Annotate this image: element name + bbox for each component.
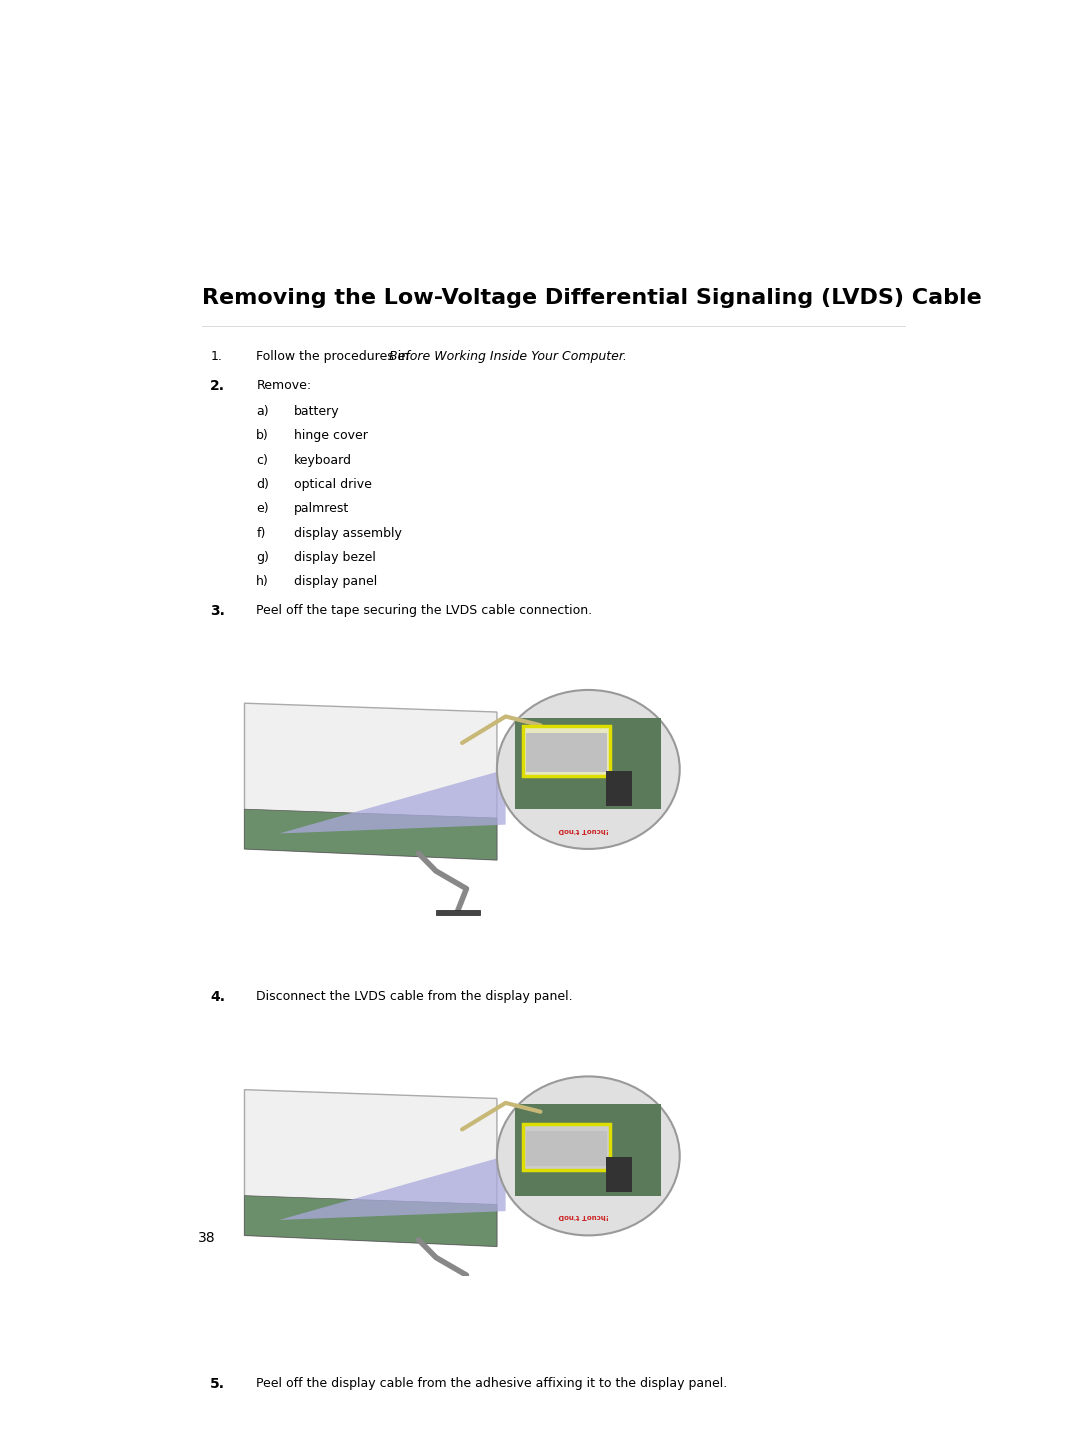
Text: f): f) [256,526,266,539]
Text: palmrest: palmrest [294,502,349,515]
Text: Before Working Inside Your Computer.: Before Working Inside Your Computer. [389,350,626,363]
Text: 4.: 4. [211,991,226,1004]
Text: display panel: display panel [294,575,377,588]
FancyBboxPatch shape [436,1296,480,1302]
Text: display assembly: display assembly [294,526,402,539]
Text: Disconnect the LVDS cable from the display panel.: Disconnect the LVDS cable from the displ… [256,991,573,1004]
FancyBboxPatch shape [526,733,607,773]
FancyBboxPatch shape [523,1124,610,1170]
Text: 3.: 3. [211,604,226,618]
Text: e): e) [256,502,269,515]
Polygon shape [280,770,505,833]
Text: Follow the procedures in: Follow the procedures in [256,350,414,363]
Ellipse shape [497,1077,679,1236]
Text: b): b) [256,429,269,442]
Text: 1.: 1. [211,350,222,363]
FancyBboxPatch shape [515,1104,661,1196]
Text: d): d) [256,478,269,490]
Text: battery: battery [294,404,339,419]
Polygon shape [244,703,497,860]
Text: Peel off the tape securing the LVDS cable connection.: Peel off the tape securing the LVDS cabl… [256,604,593,617]
Polygon shape [244,809,497,860]
FancyBboxPatch shape [523,726,610,776]
Text: optical drive: optical drive [294,478,372,490]
Text: !hcuoT t'noD: !hcuoT t'noD [558,826,609,833]
Polygon shape [244,1090,497,1246]
FancyBboxPatch shape [436,909,480,915]
Text: 2.: 2. [211,379,226,393]
Text: Removing the Low-Voltage Differential Signaling (LVDS) Cable: Removing the Low-Voltage Differential Si… [202,288,982,308]
Text: g): g) [256,551,269,564]
Text: 5.: 5. [211,1377,226,1391]
Text: a): a) [256,404,269,419]
FancyBboxPatch shape [515,718,661,809]
Text: h): h) [256,575,269,588]
Text: Peel off the display cable from the adhesive affixing it to the display panel.: Peel off the display cable from the adhe… [256,1377,728,1390]
Text: display bezel: display bezel [294,551,376,564]
Text: hinge cover: hinge cover [294,429,368,442]
Polygon shape [244,1196,497,1246]
FancyBboxPatch shape [526,1131,607,1166]
Text: !hcuoT t'noD: !hcuoT t'noD [558,1213,609,1219]
Ellipse shape [497,690,679,849]
Text: c): c) [256,453,268,466]
Text: keyboard: keyboard [294,453,352,466]
Text: Remove:: Remove: [256,379,311,391]
Text: 38: 38 [198,1232,215,1245]
FancyBboxPatch shape [606,771,632,806]
FancyBboxPatch shape [606,1157,632,1192]
Polygon shape [280,1156,505,1220]
